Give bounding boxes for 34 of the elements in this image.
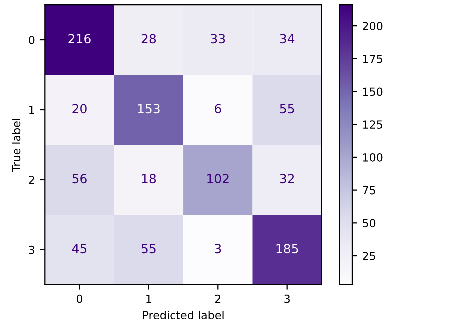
data-label: 102 — [208, 174, 229, 184]
x-tick-label: 3 — [284, 294, 290, 304]
color-bar-label: 100 — [363, 153, 383, 162]
color-bar-label: 175 — [363, 55, 382, 64]
data-label: 18 — [142, 174, 156, 184]
x-tick-label: 2 — [215, 294, 221, 304]
y-tick-label: 1 — [30, 106, 34, 114]
x-tick-label: 0 — [76, 294, 83, 304]
x-tick-label: 1 — [146, 294, 152, 304]
data-label: 216 — [68, 34, 91, 44]
y-tick-label: 0 — [29, 36, 35, 44]
color-bar-label: 25 — [363, 252, 376, 260]
x-axis-title: Predicted label — [143, 310, 224, 320]
data-label: 3 — [215, 244, 222, 254]
color-bar-label: 75 — [363, 186, 376, 195]
data-label: 28 — [142, 34, 156, 44]
data-label: 56 — [72, 174, 87, 184]
color-bar-label: 200 — [363, 22, 383, 30]
color-bar-label: 150 — [363, 88, 383, 96]
data-label: 6 — [215, 104, 222, 114]
y-axis-title: True label — [12, 119, 21, 172]
data-label: 55 — [280, 104, 294, 114]
data-label: 34 — [280, 34, 295, 44]
y-tick-label: 2 — [29, 176, 34, 184]
color-bar-label: 50 — [363, 219, 376, 228]
data-label: 33 — [211, 34, 226, 44]
data-label: 20 — [72, 104, 87, 114]
data-label: 32 — [280, 174, 294, 184]
y-tick-label: 3 — [29, 246, 35, 254]
data-label: 45 — [72, 244, 87, 254]
data-label: 55 — [142, 244, 156, 254]
data-label: 185 — [276, 244, 298, 254]
color-bar-label: 125 — [363, 120, 382, 129]
data-label: 153 — [138, 104, 160, 114]
